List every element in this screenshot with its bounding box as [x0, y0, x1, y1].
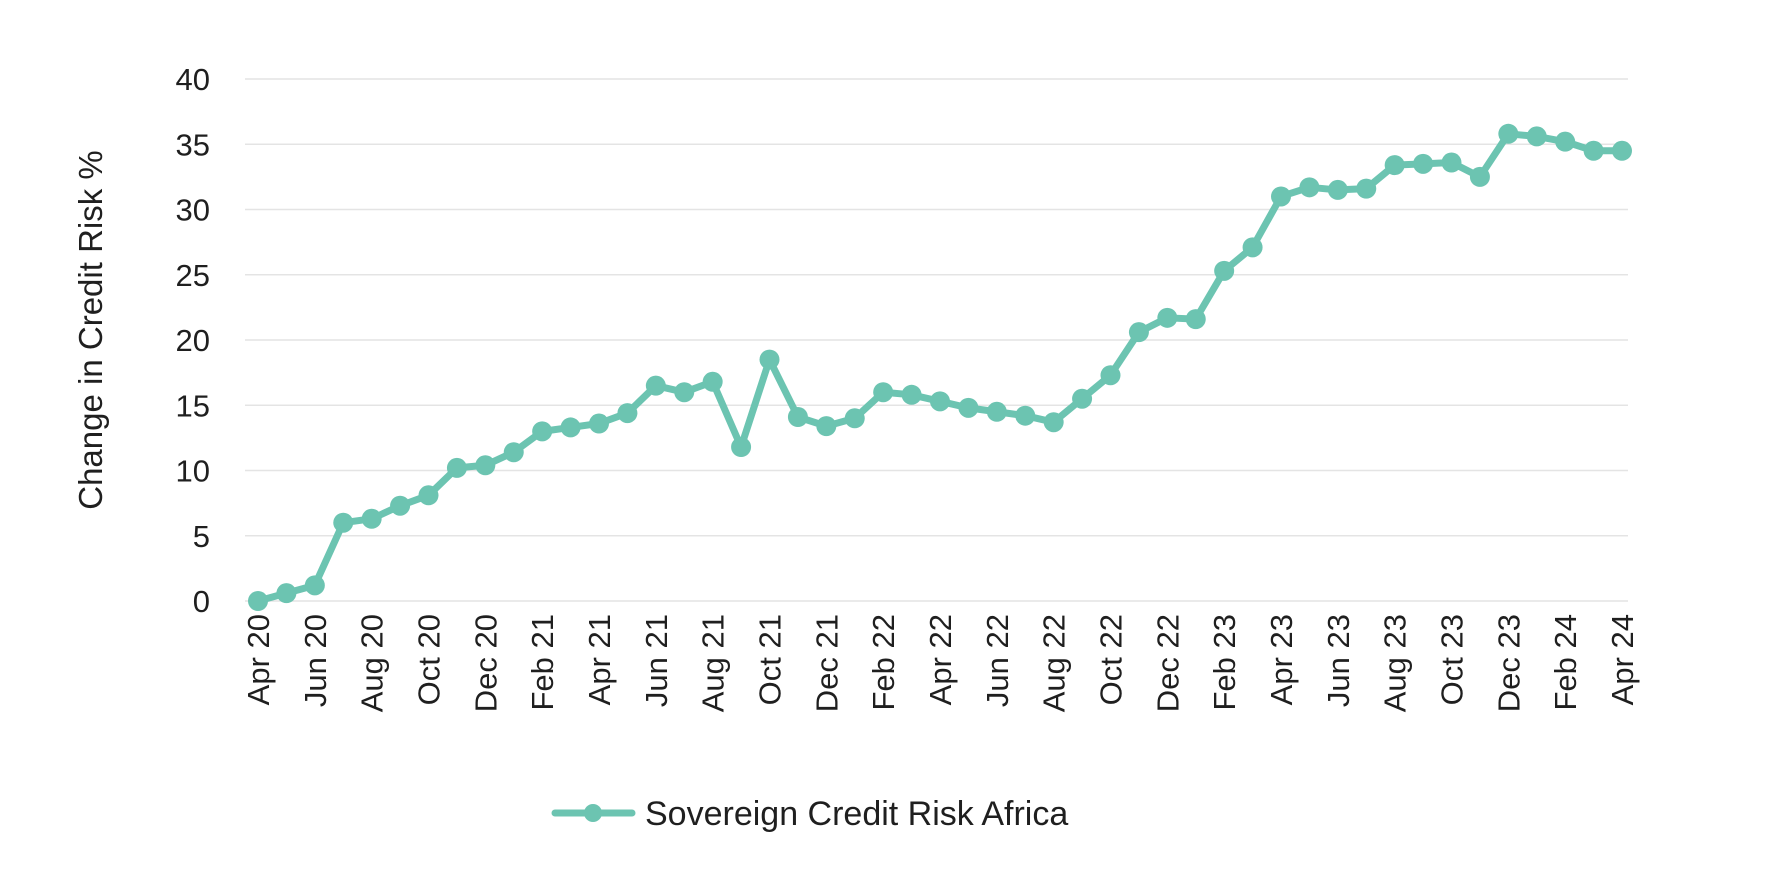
y-tick-label: 30: [176, 193, 210, 228]
data-point: [674, 382, 695, 403]
data-point: [1043, 412, 1064, 433]
data-point: [986, 401, 1007, 422]
x-tick-label: Dec 21: [809, 614, 844, 712]
data-point: [1128, 322, 1149, 343]
data-point: [1271, 186, 1291, 207]
data-point: [1356, 178, 1377, 199]
data-point: [731, 437, 752, 458]
data-point: [1555, 131, 1576, 152]
gridlines: [245, 78, 1628, 602]
y-tick-label: 5: [193, 519, 210, 554]
data-point: [787, 406, 808, 427]
data-point: [589, 413, 609, 434]
data-point: [1384, 155, 1405, 176]
data-point: [560, 417, 581, 438]
x-tick-label: Oct 22: [1094, 614, 1129, 705]
series-sovereign-credit-risk-africa: [248, 123, 1632, 611]
y-tick-label: 15: [176, 388, 210, 423]
x-tick-label: Feb 23: [1207, 614, 1242, 711]
data-point: [645, 375, 666, 396]
x-tick-label: Dec 20: [468, 614, 503, 712]
x-tick-label: Oct 21: [753, 614, 788, 705]
x-tick-label: Dec 23: [1491, 614, 1526, 712]
y-axis-title: Change in Credit Risk %: [72, 150, 109, 510]
legend-label: Sovereign Credit Risk Africa: [645, 795, 1068, 833]
data-point: [361, 508, 382, 529]
x-tick-label: Jun 23: [1321, 614, 1356, 707]
data-point: [1413, 153, 1434, 174]
data-point: [1157, 307, 1178, 328]
data-point: [532, 421, 553, 442]
data-point: [873, 382, 894, 403]
data-point: [1185, 309, 1206, 330]
y-tick-label: 40: [176, 62, 210, 97]
x-tick-label: Aug 23: [1378, 614, 1413, 712]
x-tick-label: Apr 21: [582, 614, 617, 705]
x-tick-label: Apr 22: [923, 614, 958, 705]
data-point: [816, 416, 837, 437]
data-point: [503, 442, 524, 463]
data-point: [901, 384, 922, 405]
x-tick-label: Aug 22: [1037, 614, 1072, 712]
x-tick-label: Oct 20: [412, 614, 447, 705]
data-point: [248, 591, 268, 611]
data-point: [1299, 177, 1320, 198]
x-tick-label: Feb 22: [866, 614, 901, 711]
data-point: [333, 512, 354, 533]
data-point: [1214, 260, 1235, 281]
data-point: [446, 457, 467, 478]
data-point: [1327, 179, 1348, 200]
x-tick-label: Jun 21: [639, 614, 674, 707]
x-tick-label: Apr 20: [241, 614, 276, 705]
data-point: [304, 575, 325, 596]
data-point: [958, 397, 979, 418]
y-tick-label: 10: [176, 454, 210, 489]
x-tick-label: Aug 21: [696, 614, 731, 712]
data-point: [1015, 405, 1036, 426]
data-point: [844, 408, 865, 429]
x-tick-label: Feb 21: [525, 614, 560, 711]
data-point: [475, 455, 496, 476]
y-tick-label: 0: [193, 584, 210, 619]
data-point: [390, 495, 411, 516]
data-point: [1612, 140, 1632, 161]
x-axis-ticks: Apr 20 Jun 20 Aug 20 Oct 20 Dec 20 Feb 21 Apr …: [241, 614, 1640, 712]
data-point: [1469, 166, 1490, 187]
y-axis-ticks: 0 5 10 15 20 25 30 35 40: [176, 62, 210, 619]
y-tick-label: 25: [176, 258, 210, 293]
series-line: [254, 130, 1626, 605]
x-tick-label: Jun 20: [298, 614, 333, 707]
x-tick-label: Dec 22: [1150, 614, 1185, 712]
data-point: [1583, 140, 1604, 161]
x-tick-label: Oct 23: [1435, 614, 1470, 705]
legend: Sovereign Credit Risk Africa: [551, 795, 1068, 833]
legend-swatch-marker: [584, 804, 602, 822]
y-tick-label: 20: [176, 323, 210, 358]
data-point: [1072, 388, 1093, 409]
data-point: [617, 403, 638, 424]
data-point: [1242, 237, 1263, 258]
data-point: [1498, 123, 1519, 144]
x-tick-label: Apr 24: [1605, 614, 1640, 705]
x-tick-label: Apr 23: [1264, 614, 1299, 705]
data-point: [759, 349, 780, 370]
data-point: [930, 391, 950, 412]
data-point: [1100, 365, 1121, 386]
y-tick-label: 35: [176, 127, 210, 162]
x-tick-label: Aug 20: [355, 614, 390, 712]
x-tick-label: Feb 24: [1548, 614, 1583, 711]
data-point: [702, 371, 723, 392]
data-point: [1441, 152, 1462, 173]
x-tick-label: Jun 22: [980, 614, 1015, 707]
data-point: [1526, 126, 1547, 147]
data-point: [276, 583, 297, 604]
data-point: [418, 485, 439, 506]
